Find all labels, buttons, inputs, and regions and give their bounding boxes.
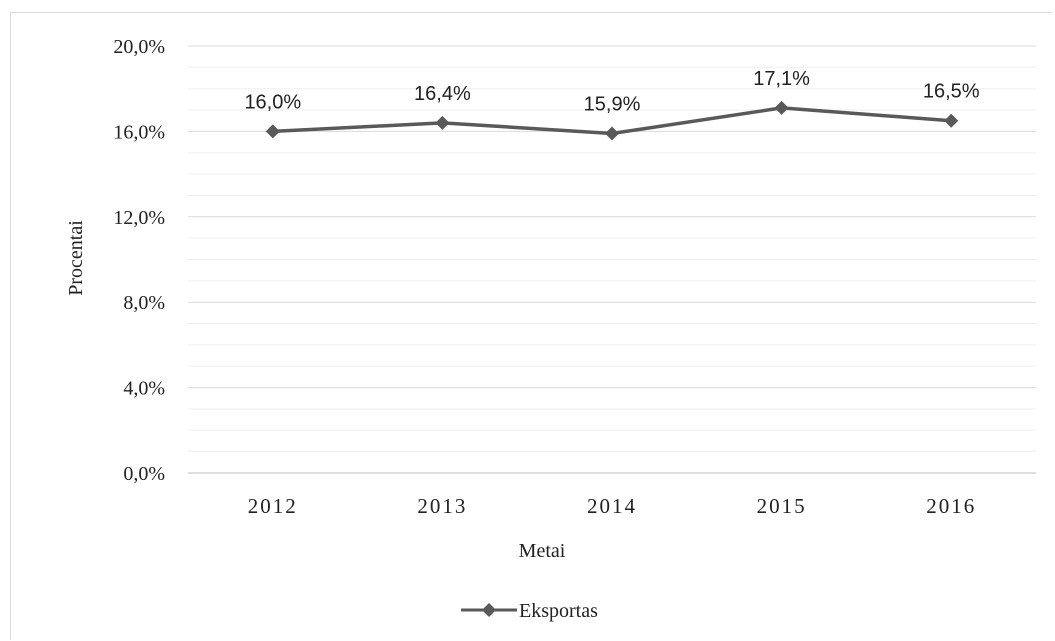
x-tick-label: 2012 xyxy=(248,494,298,518)
data-point-marker xyxy=(944,113,959,128)
x-tick-label: 2014 xyxy=(587,494,637,518)
y-tick-label: 8,0% xyxy=(123,292,165,314)
y-axis-ticks: 0,0% 4,0% 8,0% 12,0% 16,0% 20,0% xyxy=(113,36,165,485)
x-axis-title: Metai xyxy=(519,540,566,562)
y-tick-label: 12,0% xyxy=(113,207,165,229)
y-tick-label: 16,0% xyxy=(113,121,165,143)
data-point-marker xyxy=(605,126,619,141)
x-tick-label: 2016 xyxy=(926,494,976,518)
x-tick-label: 2015 xyxy=(757,494,807,518)
data-label: 15,9% xyxy=(584,94,641,116)
gridlines xyxy=(188,45,1036,453)
y-tick-label: 0,0% xyxy=(123,463,165,485)
data-point-marker xyxy=(435,115,450,130)
legend-series-label: Eksportas xyxy=(519,600,598,622)
x-axis-ticks: 2012 2013 2014 2015 2016 xyxy=(248,494,976,518)
y-axis-title: Procentai xyxy=(65,220,87,296)
data-label: 17,1% xyxy=(753,68,810,90)
data-labels: 16,0% 16,4% 15,9% 17,1% 16,5% xyxy=(244,68,979,116)
data-label: 16,5% xyxy=(923,81,980,103)
legend-diamond-marker xyxy=(482,603,496,617)
x-tick-label: 2013 xyxy=(417,494,467,518)
y-tick-label: 4,0% xyxy=(123,378,165,400)
data-point-marker xyxy=(774,100,789,115)
series-group xyxy=(265,100,959,141)
data-label: 16,4% xyxy=(414,83,471,105)
chart-frame xyxy=(10,12,1052,640)
y-tick-label: 20,0% xyxy=(113,36,165,58)
data-point-marker xyxy=(265,124,280,139)
data-label: 16,0% xyxy=(244,91,301,113)
legend: Eksportas xyxy=(461,600,598,622)
